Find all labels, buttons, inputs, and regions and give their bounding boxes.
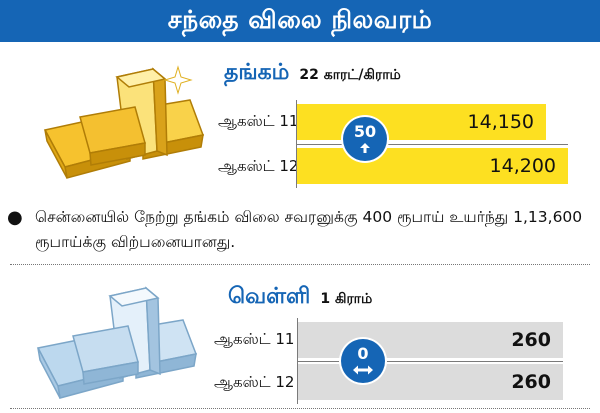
gold-unit: 22 காரட்/கிராம் — [299, 67, 401, 83]
silver-price-2: 260 — [511, 371, 551, 393]
silver-date-2: ஆகஸ்ட் 12 — [214, 373, 295, 391]
arrow-up-icon — [360, 143, 370, 153]
page-header: சந்தை விலை நிலவரம் — [0, 0, 600, 42]
gold-date-1: ஆகஸ்ட் 11 — [218, 112, 299, 130]
gold-price-bar-1: 14,150 — [296, 104, 546, 140]
section-divider — [10, 264, 590, 265]
silver-unit: 1 கிராம் — [320, 291, 373, 307]
double-arrow-horizontal-icon — [353, 365, 373, 375]
silver-row-divider — [297, 361, 563, 362]
silver-section-title: வெள்ளி 1 கிராம் — [228, 284, 372, 312]
gold-price-1: 14,150 — [467, 111, 534, 133]
silver-bars-illustration — [36, 286, 198, 399]
silver-title: வெள்ளி — [228, 284, 311, 309]
silver-change-badge: 0 — [341, 339, 385, 383]
silver-price-bar-1: 260 — [297, 322, 563, 358]
bullet-icon: ● — [7, 207, 23, 228]
gold-note-text: சென்னையில் நேற்று தங்கம் விலை சவரனுக்கு … — [35, 208, 583, 251]
silver-price-bar-2: 260 — [297, 364, 563, 400]
gold-row-divider — [296, 144, 568, 145]
gold-date-2: ஆகஸ்ட் 12 — [218, 157, 299, 175]
gold-title: தங்கம் — [224, 60, 290, 85]
gold-change-value: 50 — [353, 122, 377, 141]
bottom-divider — [10, 408, 590, 409]
silver-change-value: 0 — [357, 344, 369, 363]
gold-price-bar-2: 14,200 — [296, 148, 568, 184]
gold-bars-illustration — [43, 65, 205, 179]
gold-change-badge: 50 — [343, 117, 387, 161]
gold-note: ● சென்னையில் நேற்று தங்கம் விலை சவரனுக்க… — [7, 205, 595, 255]
gold-price-2: 14,200 — [489, 155, 556, 177]
silver-date-1: ஆகஸ்ட் 11 — [214, 330, 295, 348]
gold-section-title: தங்கம் 22 காரட்/கிராம் — [224, 60, 401, 88]
page-title: சந்தை விலை நிலவரம் — [167, 4, 433, 34]
silver-price-1: 260 — [511, 329, 551, 351]
